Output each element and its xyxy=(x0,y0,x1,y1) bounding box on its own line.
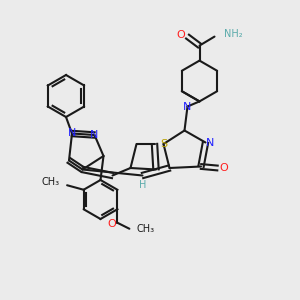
Text: N: N xyxy=(183,101,192,112)
Text: N: N xyxy=(90,130,99,140)
Text: O: O xyxy=(220,163,229,173)
Text: N: N xyxy=(68,128,76,139)
Text: N: N xyxy=(206,137,214,148)
Text: CH₃: CH₃ xyxy=(41,177,60,187)
Text: H: H xyxy=(139,179,146,190)
Text: NH₂: NH₂ xyxy=(224,28,242,39)
Text: CH₃: CH₃ xyxy=(137,224,155,234)
Text: O: O xyxy=(176,30,185,40)
Text: O: O xyxy=(107,219,116,229)
Text: S: S xyxy=(160,139,167,149)
